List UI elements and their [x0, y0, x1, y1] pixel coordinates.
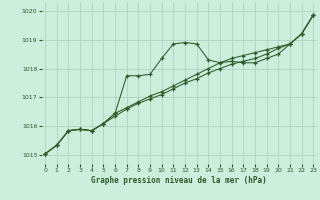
- X-axis label: Graphe pression niveau de la mer (hPa): Graphe pression niveau de la mer (hPa): [91, 176, 267, 185]
